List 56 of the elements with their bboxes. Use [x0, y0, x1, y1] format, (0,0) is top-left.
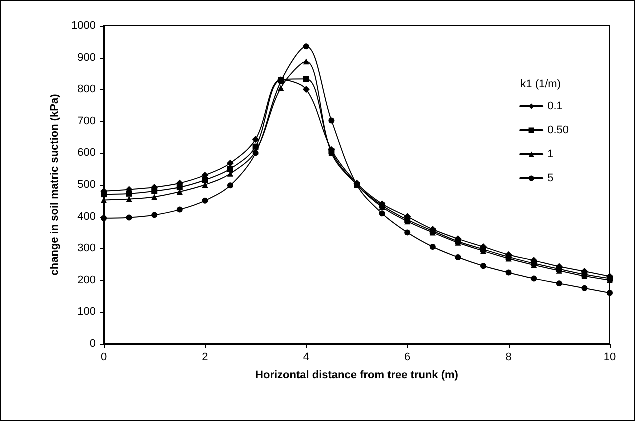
- y-axis-title: change in soil matric suction (kPa): [49, 94, 62, 276]
- x-tick-label: 4: [303, 352, 310, 364]
- legend-label: 0.50: [548, 124, 570, 136]
- point: [252, 136, 260, 144]
- y-tick-label: 700: [78, 115, 96, 128]
- y-tick-label: 100: [78, 306, 96, 318]
- x-tick-label: 8: [506, 352, 512, 364]
- point: [126, 214, 132, 221]
- point: [228, 182, 234, 189]
- point: [252, 144, 259, 150]
- point: [404, 230, 411, 236]
- y-tick-label: 0: [90, 338, 96, 350]
- point: [328, 118, 335, 124]
- point: [152, 188, 158, 194]
- point: [430, 244, 436, 250]
- point: [531, 276, 538, 282]
- point: [455, 254, 462, 260]
- point: [202, 177, 208, 184]
- point: [152, 212, 158, 218]
- y-tick-label: 500: [78, 179, 96, 191]
- y-tick-label: 200: [78, 274, 96, 286]
- x-tick-label: 6: [404, 352, 411, 364]
- y-tick-label: 300: [78, 242, 96, 255]
- y-tick-label: 900: [78, 52, 96, 64]
- point: [302, 86, 310, 94]
- point: [227, 160, 234, 167]
- point: [202, 198, 208, 204]
- legend-label: 1: [548, 148, 554, 160]
- point: [126, 196, 132, 202]
- x-tick-label: 0: [100, 352, 108, 364]
- y-tick-label: 400: [78, 210, 96, 223]
- point: [303, 44, 310, 50]
- point: [480, 263, 486, 270]
- point: [176, 206, 183, 213]
- y-tick-label: 1000: [72, 20, 96, 32]
- x-tick-label: 2: [202, 352, 208, 364]
- x-axis-title: Horizontal distance from tree trunk (m): [256, 370, 459, 382]
- point: [176, 184, 183, 191]
- point: [126, 190, 132, 197]
- x-tick-label: 10: [604, 352, 616, 364]
- point: [556, 280, 562, 287]
- point: [303, 76, 310, 82]
- point: [152, 194, 158, 200]
- legend-label: 5: [548, 172, 554, 184]
- point: [303, 58, 310, 65]
- point: [278, 85, 284, 92]
- legend-title: k1 (1/m): [520, 78, 562, 90]
- y-tick-label: 800: [78, 84, 96, 96]
- point: [582, 285, 588, 292]
- y-tick-label: 600: [78, 147, 96, 160]
- point: [506, 270, 512, 276]
- point: [379, 210, 386, 217]
- legend-label: 0.1: [548, 100, 563, 112]
- point: [101, 192, 107, 198]
- point: [228, 166, 234, 172]
- point: [607, 290, 613, 296]
